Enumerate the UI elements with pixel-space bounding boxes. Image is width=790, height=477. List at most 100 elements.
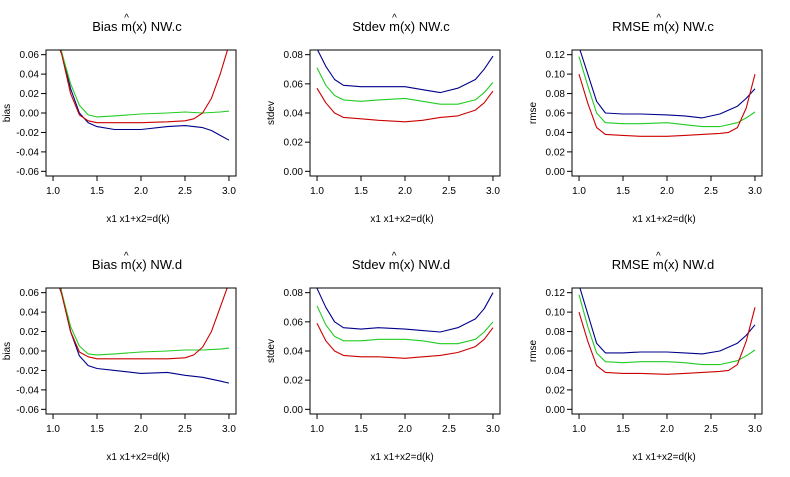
series-line-green bbox=[578, 56, 756, 128]
y-tick-label: 0.00 bbox=[20, 109, 40, 120]
title-rest: (x) NW.c bbox=[132, 19, 182, 34]
x-tick-label: 2.0 bbox=[134, 424, 148, 435]
y-tick-label: 0.06 bbox=[284, 79, 304, 90]
series-line-red bbox=[59, 288, 228, 360]
series-line-green bbox=[59, 288, 230, 356]
series-line-green bbox=[316, 305, 494, 345]
x-axis-title: x1 x1+x2=d(k) bbox=[370, 214, 433, 225]
x-tick-label: 2.0 bbox=[660, 424, 674, 435]
title-m: m bbox=[653, 257, 664, 272]
x-axis-title: x1 x1+x2=d(k) bbox=[106, 452, 169, 463]
y-tick-label: -0.02 bbox=[16, 128, 39, 139]
x-tick-label: 1.5 bbox=[90, 186, 104, 197]
series-line-blue bbox=[579, 288, 756, 355]
x-axis-title: x1 x1+x2=d(k) bbox=[632, 452, 695, 463]
series-line-red bbox=[316, 323, 494, 359]
y-tick-label: 0.08 bbox=[546, 327, 566, 338]
panel-2: 1.0 1.5 2.0 2.5 3.0 0.00 0.02 0.04 0.06 0.08 x1 x1… bbox=[266, 13, 501, 225]
x-tick-label: 1.5 bbox=[616, 186, 630, 197]
y-tick-label: 0.02 bbox=[284, 376, 304, 387]
x-tick-label: 2.5 bbox=[178, 424, 192, 435]
title-prefix: Stdev bbox=[352, 257, 389, 272]
x-tick-label: 3.0 bbox=[748, 186, 762, 197]
series-line-green bbox=[60, 50, 230, 118]
hat-accent: ^ bbox=[392, 13, 397, 24]
x-tick-label: 3.0 bbox=[486, 186, 500, 197]
x-tick-label: 2.0 bbox=[660, 186, 674, 197]
series-line-green bbox=[316, 67, 494, 105]
title-m: m bbox=[653, 19, 664, 34]
title-rest: (x) NW.c bbox=[400, 19, 450, 34]
x-tick-label: 2.0 bbox=[398, 186, 412, 197]
plot-frame bbox=[571, 49, 763, 177]
panel-5: 1.0 1.5 2.0 2.5 3.0 0.00 0.02 0.04 0.06 0.08 x1 x1… bbox=[266, 251, 501, 463]
y-tick-label: 0.02 bbox=[546, 385, 566, 396]
y-axis-title: stdev bbox=[266, 101, 277, 125]
x-tick-label: 1.0 bbox=[572, 424, 586, 435]
series-line-blue bbox=[316, 288, 494, 333]
title-m: m bbox=[389, 257, 400, 272]
title-rest: (x) NW.d bbox=[400, 257, 451, 272]
hat-accent: ^ bbox=[656, 13, 661, 24]
x-axis-title: x1 x1+x2=d(k) bbox=[106, 214, 169, 225]
x-tick-label: 3.0 bbox=[486, 424, 500, 435]
title-m: m bbox=[121, 19, 132, 34]
title-prefix: RMSE bbox=[612, 19, 653, 34]
y-tick-label: 0.06 bbox=[546, 109, 566, 120]
title-rest: (x) NW.c bbox=[664, 19, 714, 34]
y-axis-title: bias bbox=[2, 342, 13, 360]
panel-6: 1.0 1.5 2.0 2.5 3.0 0.00 0.02 0.04 0.06 0.08 0.10 0… bbox=[528, 251, 763, 463]
plot-frame bbox=[309, 49, 501, 177]
x-tick-label: 1.5 bbox=[616, 424, 630, 435]
y-tick-label: 0.06 bbox=[20, 50, 40, 61]
y-axis-title: bias bbox=[2, 104, 13, 122]
y-tick-label: 0.04 bbox=[20, 308, 40, 319]
y-tick-label: 0.12 bbox=[546, 50, 566, 61]
y-tick-label: 0.04 bbox=[546, 366, 566, 377]
panel-title: Bias m(x) NW.d bbox=[92, 257, 182, 272]
y-tick-label: -0.02 bbox=[16, 366, 39, 377]
x-tick-label: 1.0 bbox=[310, 186, 324, 197]
y-tick-label: 0.04 bbox=[284, 109, 304, 120]
y-tick-label: 0.00 bbox=[546, 167, 566, 178]
x-tick-label: 3.0 bbox=[748, 424, 762, 435]
x-tick-label: 1.0 bbox=[310, 424, 324, 435]
hat-accent: ^ bbox=[656, 251, 661, 262]
y-tick-label: 0.02 bbox=[546, 147, 566, 158]
hat-accent: ^ bbox=[124, 13, 129, 24]
x-tick-label: 3.0 bbox=[222, 424, 236, 435]
y-tick-label: 0.06 bbox=[284, 317, 304, 328]
x-tick-label: 3.0 bbox=[222, 186, 236, 197]
series-line-blue bbox=[60, 50, 230, 141]
x-tick-label: 1.0 bbox=[46, 424, 60, 435]
title-prefix: Bias bbox=[92, 19, 121, 34]
series-line-blue bbox=[579, 50, 756, 119]
panel-title: RMSE m(x) NW.c bbox=[612, 19, 714, 34]
y-tick-label: -0.06 bbox=[16, 405, 39, 416]
y-axis-title: rmse bbox=[528, 339, 539, 362]
x-tick-label: 1.5 bbox=[354, 424, 368, 435]
x-tick-label: 1.5 bbox=[354, 186, 368, 197]
panel-title: Bias m(x) NW.c bbox=[92, 19, 182, 34]
x-tick-label: 2.5 bbox=[704, 424, 718, 435]
x-tick-label: 2.5 bbox=[442, 186, 456, 197]
x-tick-label: 1.0 bbox=[572, 186, 586, 197]
y-axis-title: stdev bbox=[266, 339, 277, 363]
y-tick-label: 0.12 bbox=[546, 288, 566, 299]
x-tick-label: 2.5 bbox=[442, 424, 456, 435]
hat-accent: ^ bbox=[124, 251, 129, 262]
series-line-blue bbox=[316, 50, 494, 94]
panel-3: 1.0 1.5 2.0 2.5 3.0 0.00 0.02 0.04 0.06 0.08 0.10 0… bbox=[528, 13, 763, 225]
panel-title: Stdev m(x) NW.d bbox=[352, 257, 450, 272]
title-m: m bbox=[389, 19, 400, 34]
title-prefix: Bias bbox=[92, 257, 121, 272]
series-line-red bbox=[316, 87, 494, 123]
y-tick-label: -0.04 bbox=[16, 385, 39, 396]
title-rest: (x) NW.d bbox=[132, 257, 183, 272]
series-line-blue bbox=[60, 288, 230, 384]
plot-frame bbox=[571, 287, 763, 415]
y-tick-label: -0.06 bbox=[16, 167, 39, 178]
panel-1: 1.0 1.5 2.0 2.5 3.0 -0.06 -0.04 -0.02 0.00 0.02 0.… bbox=[2, 13, 237, 225]
series-line-red bbox=[578, 73, 756, 137]
